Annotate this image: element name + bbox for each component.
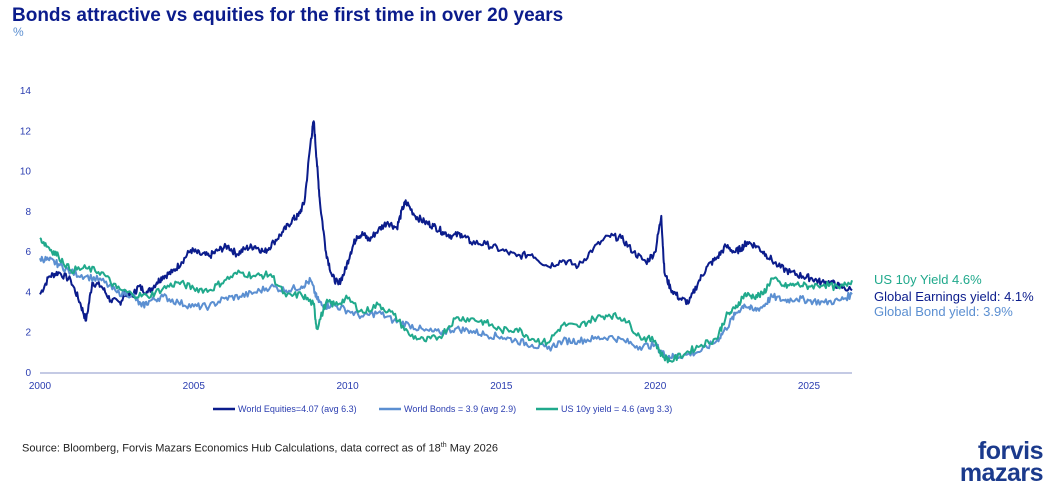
legend-label: US 10y yield = 4.6 (avg 3.3) [561,404,672,414]
x-tick-label: 2020 [644,381,667,392]
series-line-2 [39,237,853,364]
x-tick-label: 2015 [490,381,513,392]
logo-line-2: mazars [959,459,1044,487]
x-tick-label: 2005 [183,381,206,392]
y-axis-unit: % [13,25,24,39]
source-text: Source: Bloomberg, Forvis Mazars Economi… [22,442,441,455]
legend-label: World Equities=4.07 (avg 6.3) [238,404,357,414]
forvis-mazars-logo: forvis mazars [959,437,1044,487]
y-tick-label: 4 [25,287,31,298]
source-sup: th [440,442,447,449]
series-line-0 [39,120,853,322]
y-tick-label: 2 [25,328,31,339]
logo-line-1: forvis [977,437,1044,465]
source-note: Source: Bloomberg, Forvis Mazars Economi… [22,442,498,455]
y-tick-label: 14 [20,86,32,97]
source-tail: May 2026 [446,442,499,455]
y-tick-labels: 0 2 4 6 8 10 12 14 [20,86,32,379]
x-tick-labels: 2000 2005 2010 2015 2020 2025 [29,381,821,392]
legend-label: World Bonds = 3.9 (avg 2.9) [404,404,516,414]
annotation-us-10y: US 10y Yield 4.6% [874,272,982,287]
x-tick-label: 2000 [29,381,52,392]
y-tick-label: 6 [25,247,31,258]
annotation-global-earnings: Global Earnings yield: 4.1% [874,289,1034,304]
annotation-global-bond: Global Bond yield: 3.9% [874,304,1013,319]
y-tick-label: 0 [25,368,31,379]
chart-title: Bonds attractive vs equities for the fir… [12,5,564,26]
x-tick-label: 2010 [336,381,359,392]
y-tick-label: 12 [20,126,32,137]
x-tick-label: 2025 [798,381,821,392]
y-tick-label: 8 [25,207,31,218]
series-line-1 [39,255,853,360]
series-lines [39,120,853,364]
y-tick-label: 10 [20,167,32,178]
legend: World Equities=4.07 (avg 6.3) World Bonds… [213,404,672,414]
